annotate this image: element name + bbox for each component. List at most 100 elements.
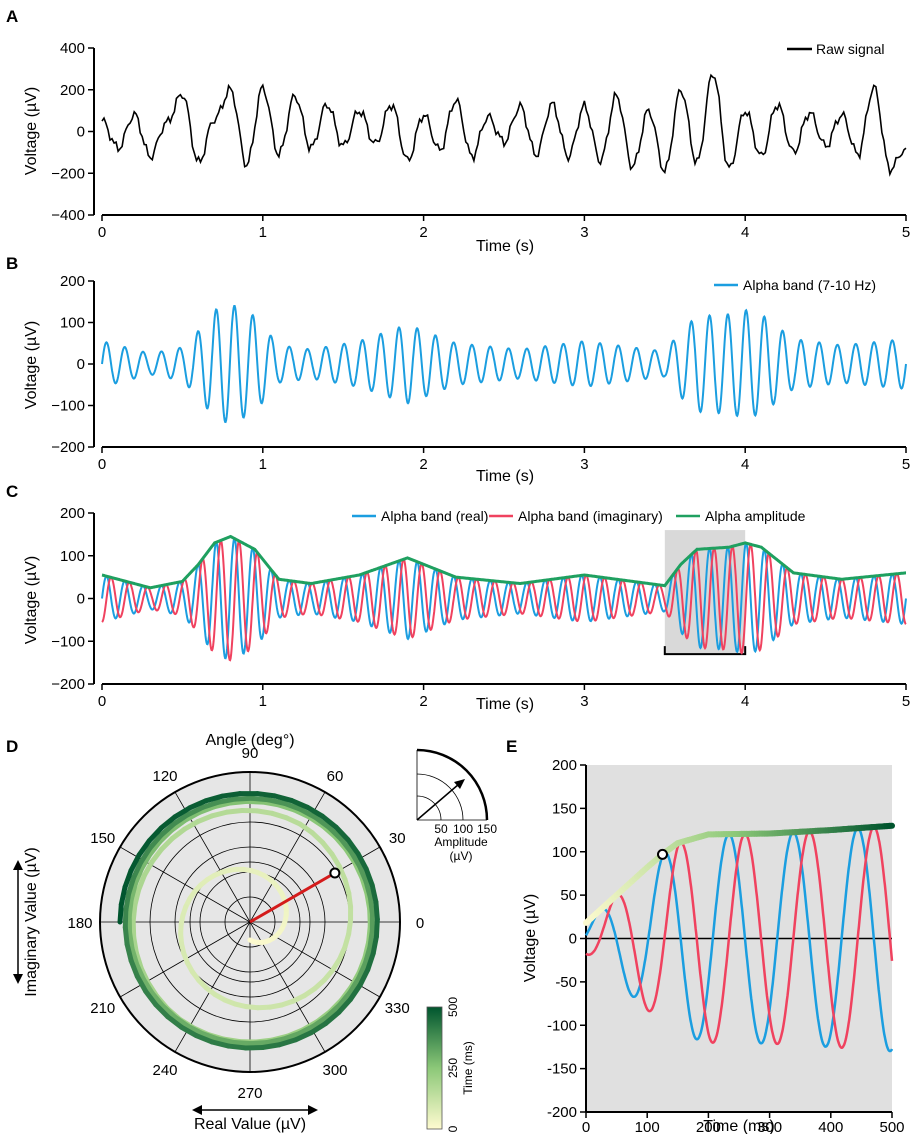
y-axis-label-b: Voltage (µV)	[23, 321, 40, 409]
x-axis-label-e: Time (ms)	[703, 1118, 774, 1134]
panel-letter-d: D	[6, 737, 18, 756]
panel-letter-e: E	[506, 737, 517, 756]
phase-trajectory-segment	[332, 834, 349, 852]
e-y-tick-label: 0	[569, 931, 577, 948]
phase-trajectory-segment	[149, 846, 164, 865]
phase-trajectory-segment	[200, 799, 222, 810]
phase-trajectory-segment	[165, 1014, 184, 1030]
phase-trajectory-segment	[272, 793, 294, 803]
real-value-label: Real Value (µV)	[194, 1116, 306, 1133]
phase-trajectory-segment	[129, 946, 140, 967]
panel-letter-c: C	[6, 482, 18, 501]
a-y-tick-label: −200	[51, 165, 85, 182]
c-y-tick-label: 200	[60, 505, 85, 522]
inset-tick-label: 50	[434, 822, 448, 836]
angle-tick-label: 210	[90, 1000, 115, 1017]
phase-trajectory-segment	[172, 1014, 191, 1029]
phase-trajectory-segment	[216, 796, 238, 805]
panel-a: A −400 −200 0 200 400 0 1 2 3 4 5 Raw signal Time …	[6, 7, 910, 255]
phase-trajectory-segment	[304, 804, 325, 819]
phase-trajectory-segment	[347, 975, 362, 995]
inset-amplitude-label: Amplitude	[434, 835, 488, 849]
phase-trajectory-segment	[132, 866, 145, 887]
angle-tick-label: 120	[152, 768, 177, 785]
b-y-tick-label: −200	[51, 439, 85, 456]
b-x-tick-label: 3	[580, 456, 588, 473]
a-x-tick-label: 4	[741, 224, 749, 241]
phase-vector	[249, 871, 336, 924]
phase-trajectory-segment	[293, 1030, 314, 1043]
legend-imaginary: Alpha band (imaginary)	[518, 508, 663, 524]
phase-trajectory-segment	[182, 810, 202, 823]
phase-trajectory-segment	[348, 849, 363, 869]
phase-trajectory-segment	[131, 859, 144, 881]
phase-trajectory-segment	[147, 839, 163, 858]
phase-trajectory-segment	[311, 1014, 330, 1029]
phase-trajectory-segment	[227, 798, 250, 806]
phase-trajectory-segment	[126, 875, 137, 897]
e-y-tick-label: -200	[547, 1104, 577, 1121]
phase-trajectory-segment	[158, 835, 175, 852]
phase-trajectory-segment	[224, 807, 245, 815]
alpha-imaginary-line	[101, 539, 907, 662]
phase-trajectory-segment	[122, 907, 129, 930]
phase-trajectory-segment	[139, 852, 153, 872]
c-y-tick-label: −100	[51, 633, 85, 650]
angle-tick-label: 180	[67, 915, 92, 932]
phase-trajectory-segment	[365, 950, 376, 973]
y-axis-label-e: Voltage (µV)	[522, 894, 539, 982]
panel-letter-a: A	[6, 7, 18, 26]
phase-trajectory-segment	[280, 1031, 302, 1042]
phase-trajectory-segment	[170, 812, 190, 827]
phase-trajectory-segment	[323, 1009, 342, 1026]
phase-trajectory-segment	[133, 950, 144, 971]
phase-trajectory-segment	[319, 813, 339, 830]
a-x-tick-label: 3	[580, 224, 588, 241]
y-axis-label-a: Voltage (µV)	[23, 87, 40, 175]
phase-trajectory-segment	[369, 882, 379, 905]
panel-b: B −200 −100 0 100 200 0 1 2 3 4 5 Alpha band (7-10…	[6, 254, 910, 485]
b-x-tick-label: 1	[259, 456, 267, 473]
phase-trajectory-segment	[127, 929, 135, 952]
phase-trajectory-segment	[363, 866, 375, 888]
amplitude-scale-inset: 50 100 150	[416, 748, 497, 836]
time-colorbar	[426, 1006, 443, 1130]
phase-trajectory-segment	[244, 798, 266, 805]
legend-alpha-band: Alpha band (7-10 Hz)	[743, 277, 876, 293]
b-x-tick-label: 2	[419, 456, 427, 473]
phase-trajectory-segment	[326, 824, 344, 842]
raw-signal-line	[101, 73, 907, 177]
phase-trajectory-segment	[130, 902, 138, 924]
phase-trajectory-segment	[297, 806, 318, 820]
phase-trajectory-segment	[333, 824, 351, 843]
e-y-tick-label: 200	[552, 757, 577, 774]
phase-trajectory-segment	[140, 976, 155, 996]
e-y-tick-label: 100	[552, 844, 577, 861]
phase-trajectory-segment	[136, 873, 147, 893]
colorbar-tick-label: 0	[446, 1125, 460, 1132]
phase-trajectory-segment	[126, 897, 134, 919]
angle-tick-label: 60	[327, 768, 344, 785]
imaginary-value-label: Imaginary Value (µV)	[23, 847, 40, 996]
phase-trajectory-segment	[231, 1040, 254, 1047]
phase-trajectory-segment	[362, 944, 373, 966]
phase-trajectory-segment	[211, 800, 233, 810]
phase-trajectory-segment	[122, 868, 134, 890]
phase-trajectory-segment	[306, 814, 326, 829]
legend-real: Alpha band (real)	[381, 508, 488, 524]
phase-trajectory-segment	[169, 817, 188, 833]
phase-trajectory-segment	[355, 851, 369, 872]
c-x-tick-label: 4	[741, 693, 749, 710]
phase-trajectory-segment	[373, 916, 380, 940]
phase-trajectory-segment	[182, 819, 201, 832]
b-y-tick-label: 100	[60, 315, 85, 332]
phase-trajectory-segment	[338, 836, 354, 855]
phase-trajectory-segment	[367, 928, 375, 950]
window-bracket	[663, 646, 747, 656]
e-x-tick-label: 500	[879, 1119, 904, 1134]
inset-unit-label: (µV)	[450, 849, 473, 863]
phase-trajectory-segment	[122, 924, 130, 947]
phase-trajectory-segment	[363, 879, 373, 901]
legend-raw-signal: Raw signal	[816, 41, 884, 57]
alpha-amplitude-line	[101, 534, 906, 590]
